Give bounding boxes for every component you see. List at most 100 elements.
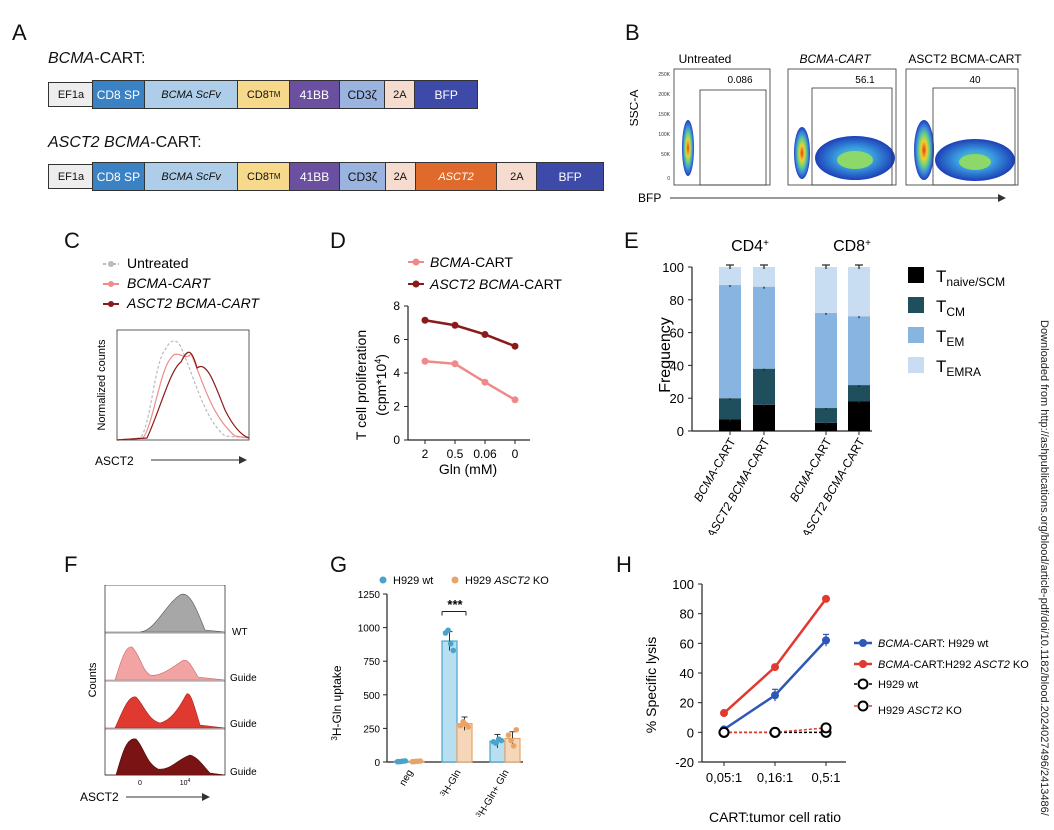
side-download-text: Downloaded from http://ashpublications.o… xyxy=(1038,320,1050,816)
legend-h-1: BCMA-CART:H292 ASCT2 KO xyxy=(878,659,1029,671)
h-series-line xyxy=(723,639,827,731)
gate-value-2: 56.1 xyxy=(855,75,875,86)
panel-label-g: G xyxy=(330,552,348,577)
construct-segment: 2A xyxy=(385,81,416,108)
e-legend-swatch xyxy=(908,327,924,343)
g-point xyxy=(513,726,520,733)
legend-h-0: BCMA-CART: H929 wt xyxy=(878,638,988,650)
e-ytick: 100 xyxy=(662,260,684,275)
svg-text:0: 0 xyxy=(138,780,142,787)
legend-h-3: H929 ASCT2 KO xyxy=(878,705,962,717)
h-y-axis-label: % Specific lysis xyxy=(643,637,659,733)
d-point xyxy=(421,316,429,324)
d-point xyxy=(421,357,429,365)
g-xtick: neg xyxy=(398,768,416,788)
f-label-2: Guide 2 xyxy=(230,719,260,730)
g-ytick: 0 xyxy=(374,758,380,769)
g-point xyxy=(402,758,409,764)
construct-segment: CD8 TM xyxy=(238,163,291,190)
e-bar-segment xyxy=(815,422,837,431)
panel-label-d: D xyxy=(330,228,346,253)
d-y-axis-unit: (cpm*104) xyxy=(373,354,389,416)
e-bar-segment xyxy=(848,401,870,431)
bfp-axis-label: BFP xyxy=(638,191,661,205)
h-point xyxy=(822,636,830,645)
ef1a-promoter-1: EF1a xyxy=(48,82,94,107)
svg-text:150K: 150K xyxy=(658,112,670,118)
e-bar-segment xyxy=(719,267,741,286)
svg-text:50K: 50K xyxy=(661,152,671,158)
e-legend-label: TEMRA xyxy=(936,357,981,379)
panel-label-c: C xyxy=(64,228,80,253)
construct1-bar: CD8 SP BCMA ScFv CD8 TM 41BB CD3ζ 2A BFP xyxy=(92,80,478,109)
construct-segment: CD3ζ xyxy=(339,81,386,108)
h-ytick: 100 xyxy=(672,577,694,592)
e-group-cd8: CD8+ xyxy=(833,238,871,256)
legend-h: BCMA-CART: H929 wt BCMA-CART:H292 ASCT2 … xyxy=(854,638,1029,717)
histogram-f: WT Guide 1 Guide 2 Guide 3 Counts 0 104 … xyxy=(80,585,260,804)
chart-d: BCMA-CART ASCT2 BCMA-CART 0 2 4 6 8 2 0.5 0.06 0… xyxy=(353,254,562,477)
legend-h-2: H929 wt xyxy=(878,679,918,691)
gate-1 xyxy=(699,89,767,186)
g-point xyxy=(417,758,424,764)
panel-label-e: E xyxy=(624,228,639,253)
d-ytick: 8 xyxy=(393,299,400,313)
construct-segment: 2A xyxy=(497,163,538,190)
construct2-title: ASCT2 BCMA-CART: xyxy=(48,134,202,151)
construct2-bar: CD8 SP BCMA ScFv CD8 TM 41BB CD3ζ 2A ASCT2 2A BFP xyxy=(92,162,604,191)
h-point xyxy=(771,691,779,700)
e-bar-segment xyxy=(719,285,741,399)
h-point xyxy=(769,726,781,738)
flow-title-bcma: BCMA-CART xyxy=(799,52,872,66)
svg-text:104: 104 xyxy=(180,778,191,787)
g-ytick: 1000 xyxy=(358,624,381,635)
g-ytick: 500 xyxy=(363,691,380,702)
e-ytick: 0 xyxy=(677,424,684,439)
ef1a-promoter-2: EF1a xyxy=(48,164,94,189)
h-point xyxy=(771,663,779,672)
h-xtick: 0,5:1 xyxy=(812,770,841,785)
h-ytick: 60 xyxy=(680,636,694,651)
legend-g-0: H929 wt xyxy=(393,575,433,587)
d-point xyxy=(451,360,459,368)
d-point xyxy=(481,330,489,338)
e-ytick: 80 xyxy=(670,293,684,308)
d-series-line xyxy=(424,360,516,401)
g-ytick: 1250 xyxy=(358,590,381,601)
f-label-3: Guide 3 xyxy=(230,767,260,778)
construct-segment: ASCT2 xyxy=(415,163,498,190)
f-label-0: WT xyxy=(232,627,248,638)
e-legend-swatch xyxy=(908,297,924,313)
g-bar xyxy=(441,640,458,763)
d-series-line xyxy=(424,319,516,348)
ssc-axis-label: SSC-A xyxy=(630,90,641,127)
construct-segment: CD8 TM xyxy=(238,81,290,108)
g-point xyxy=(465,724,472,730)
g-point xyxy=(510,743,517,749)
d-xtick: 0.5 xyxy=(447,447,464,461)
construct-segment: BFP xyxy=(415,81,477,108)
e-bar-segment xyxy=(815,312,837,409)
svg-text:0: 0 xyxy=(667,176,670,182)
h-ytick: 40 xyxy=(680,666,694,681)
construct-segment: CD3ζ xyxy=(340,163,386,190)
d-y-axis-label: T cell proliferation xyxy=(353,330,369,440)
h-point xyxy=(822,594,830,603)
e-bar-segment xyxy=(753,286,775,369)
e-bar-segment xyxy=(848,316,870,386)
flow-plots-b: SSC-A 250K 200K 150K 100K 50K 0 Untreate… xyxy=(630,52,1022,205)
svg-text:200K: 200K xyxy=(658,92,670,98)
g-significance: *** xyxy=(447,597,463,612)
construct-segment: 41BB xyxy=(289,81,340,108)
construct-segment: BFP xyxy=(537,163,603,190)
e-bar-segment xyxy=(753,368,775,405)
d-ytick: 4 xyxy=(393,366,400,380)
h-ytick: 20 xyxy=(680,696,694,711)
h-ytick: -20 xyxy=(675,755,694,770)
e-ytick: 40 xyxy=(670,358,684,373)
e-bar-segment xyxy=(753,267,775,287)
svg-text:100K: 100K xyxy=(658,132,670,138)
e-bar-segment xyxy=(753,404,775,431)
d-ytick: 0 xyxy=(393,433,400,447)
